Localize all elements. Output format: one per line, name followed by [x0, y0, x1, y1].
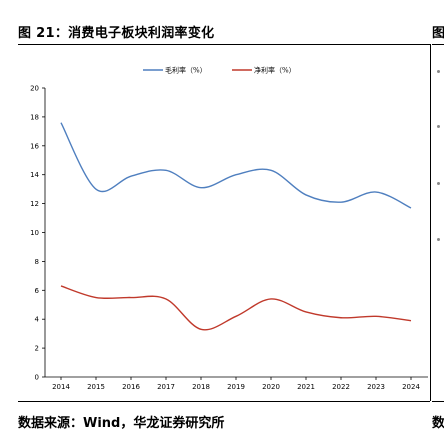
legend-label-net-margin: 净利率（%）	[254, 66, 296, 75]
x-tick-label: 2016	[122, 383, 140, 391]
y-tick-label: 20	[30, 85, 39, 93]
x-tick-label: 2017	[157, 383, 175, 391]
net-margin-line	[60, 285, 412, 331]
gross-margin-line	[60, 122, 412, 209]
legend-label-gross-margin: 毛利率（%）	[165, 66, 207, 75]
data-source: 数据来源：Wind，华龙证券研究所	[18, 416, 225, 431]
x-tick-label: 2021	[297, 383, 315, 391]
next-source-fragment: 数	[432, 416, 444, 431]
top-rule-right	[432, 44, 444, 45]
y-tick-label: 16	[30, 142, 39, 150]
chart-axes: 0 2 4 6 8 10 12 14 16 18 20 2014 2015 2016 2017 2018 201…	[30, 85, 428, 391]
y-tick-label: 14	[30, 171, 39, 179]
bottom-rule	[18, 401, 430, 402]
right-panel-mark	[437, 125, 440, 128]
chart-series	[60, 122, 412, 331]
x-tick-label: 2019	[227, 383, 245, 391]
right-panel-mark	[437, 238, 440, 241]
y-tick-label: 10	[30, 229, 39, 237]
y-tick-label: 8	[35, 258, 39, 266]
y-tick-label: 6	[35, 287, 40, 295]
chart-legend: 毛利率（%） 净利率（%）	[143, 66, 296, 75]
bottom-rule-right	[432, 401, 444, 402]
panel-divider	[430, 44, 431, 401]
x-tick-label: 2020	[262, 383, 280, 391]
y-tick-label: 12	[30, 200, 39, 208]
right-panel-mark	[437, 70, 440, 73]
x-tick-label: 2022	[332, 383, 350, 391]
y-tick-label: 0	[35, 374, 39, 382]
x-tick-label: 2024	[402, 383, 420, 391]
right-panel-mark	[437, 182, 440, 185]
y-tick-label: 18	[30, 113, 39, 121]
x-tick-label: 2015	[87, 383, 105, 391]
top-rule	[18, 44, 430, 45]
x-tick-label: 2014	[52, 383, 70, 391]
figure-title: 图 21：消费电子板块利润率变化	[18, 26, 215, 41]
y-tick-label: 2	[35, 345, 39, 353]
x-tick-label: 2023	[367, 383, 385, 391]
x-tick-label: 2018	[192, 383, 210, 391]
y-tick-label: 4	[35, 316, 40, 324]
next-figure-title-fragment: 图	[432, 26, 444, 41]
